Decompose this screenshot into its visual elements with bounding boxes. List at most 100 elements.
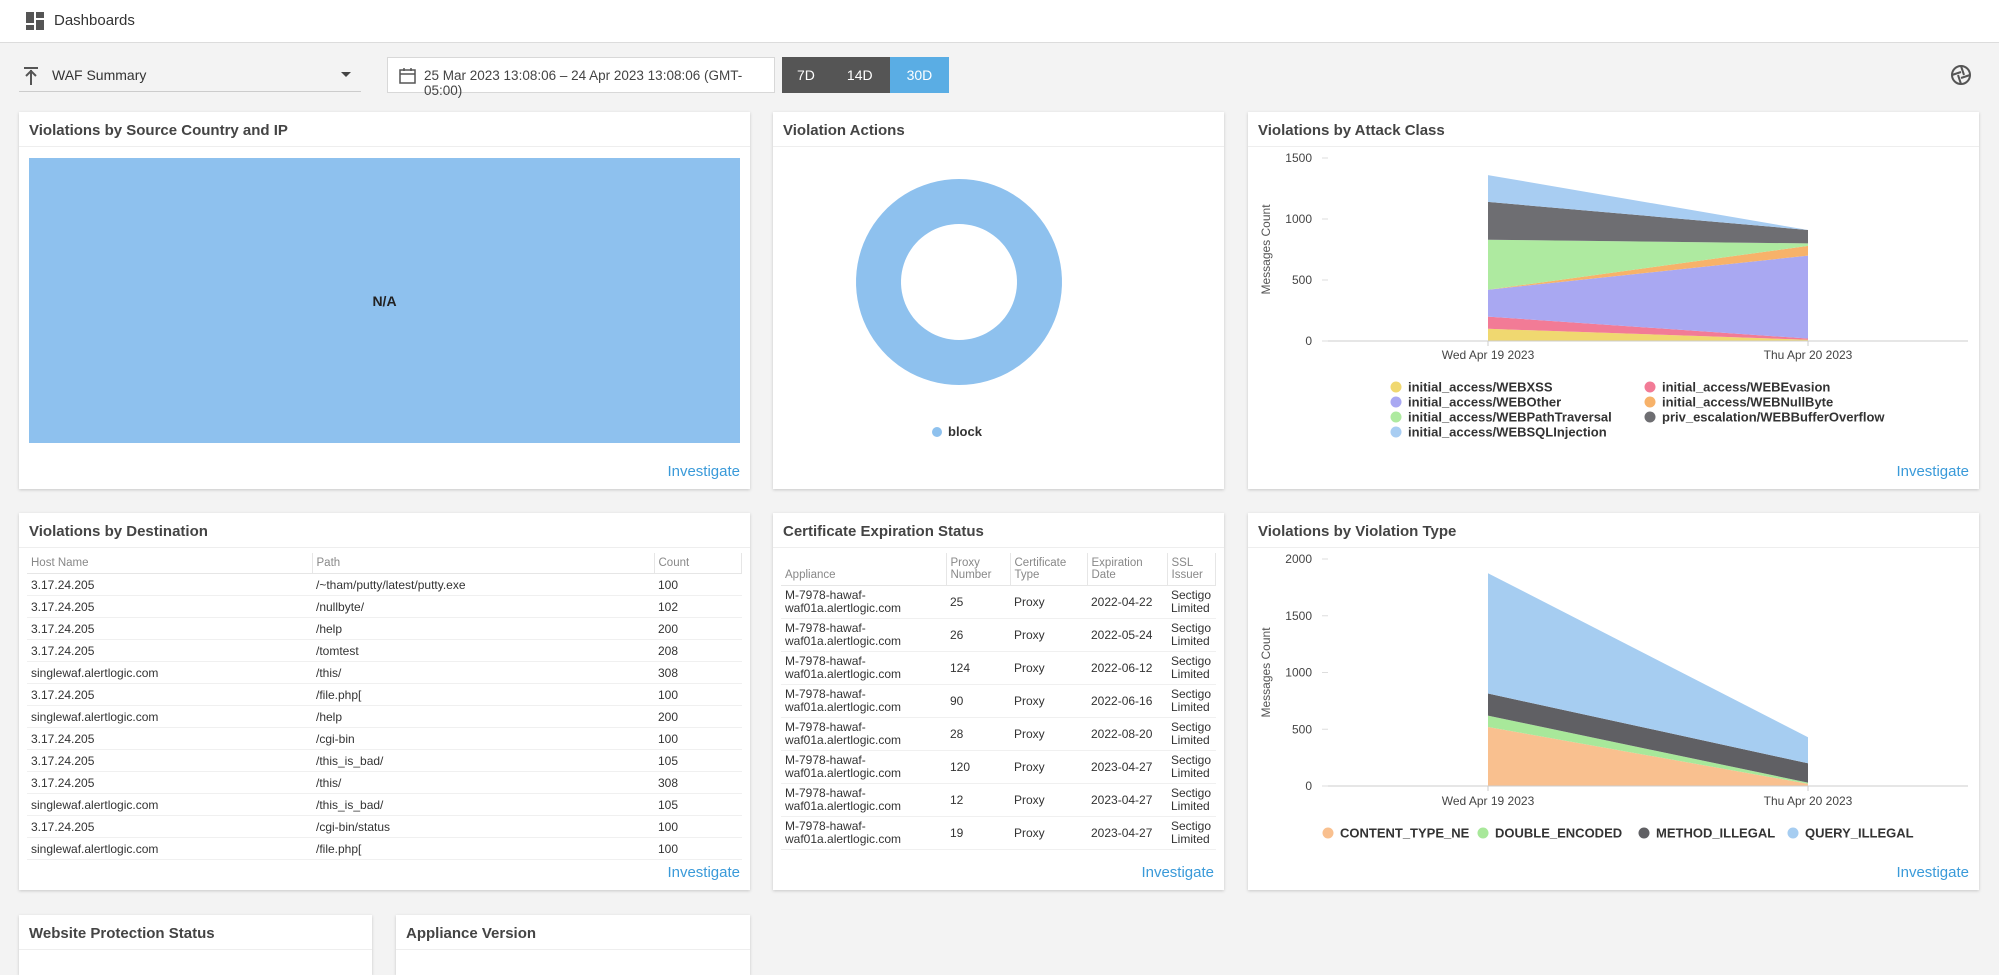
table-cell: 100 — [654, 837, 742, 860]
x-tick-label: Thu Apr 20 2023 — [1764, 794, 1853, 808]
y-axis-label: Messages Count — [1259, 204, 1273, 295]
header-row: Appliance Proxy Number Certificate Type Exp… — [781, 553, 1216, 586]
table-cell: 105 — [654, 793, 742, 816]
column-header: Appliance — [781, 553, 947, 586]
table-row: 3.17.24.205/nullbyte/102 — [27, 595, 742, 618]
table-row: 3.17.24.205/wp-content/100 — [27, 859, 742, 860]
area — [1488, 201, 1808, 244]
panel: Appliance Version — [396, 915, 750, 975]
area — [1488, 573, 1808, 764]
table-cell: singlewaf.alertlogic.com — [27, 793, 312, 816]
area — [1488, 693, 1808, 783]
table-cell: 2023-04-27 — [1087, 783, 1167, 817]
table-cell: Proxy — [1010, 750, 1087, 784]
panel-title: Violations by Attack Class — [1248, 112, 1979, 147]
table-cell: Proxy — [1010, 651, 1087, 685]
chart: 0 500 1000 1500 2000 Messages Count Wed Apr 19… — [1259, 552, 1968, 841]
table-cell: 3.17.24.205 — [27, 683, 312, 706]
panel: Violations by Source Country and IP N/A In… — [19, 112, 750, 489]
table-cell: 19 — [946, 816, 1010, 850]
table-cell: singlewaf.alertlogic.com — [27, 837, 312, 860]
table-row: 3.17.24.205/cgi-bin 100 — [27, 727, 742, 750]
table-cell: 100 — [654, 815, 742, 838]
table-cell: 2022-06-12 — [1087, 651, 1167, 685]
table-cell: 3.17.24.205 — [27, 727, 312, 750]
table-cell: /help — [312, 617, 654, 640]
tbody: M-7978-hawaf-waf01a.alertlogic.com 25 Prox… — [781, 585, 1216, 850]
legend-label: priv_escalation/WEBBufferOverflow — [1662, 410, 1885, 425]
legend-label: QUERY_ILLEGAL — [1805, 826, 1914, 841]
y-tick-label: 0 — [1305, 779, 1312, 793]
caret[interactable] — [340, 71, 352, 79]
investigate-link[interactable]: Investigate — [667, 864, 740, 881]
table-cell: Proxy — [1010, 816, 1087, 850]
range-button[interactable]: 14D — [829, 57, 890, 93]
table-cell: /file.php[ — [312, 837, 654, 860]
table-row: 3.17.24.205/tomtest 208 — [27, 639, 742, 662]
table-row: singlewaf.alertlogic.com/this/308 — [27, 661, 742, 684]
table-cell: M-7978-hawaf-waf01a.alertlogic.com — [781, 783, 946, 817]
table-cell: /nullbyte/ — [312, 595, 654, 618]
investigate-link[interactable]: Investigate — [1141, 864, 1214, 881]
area — [1488, 328, 1808, 341]
table-cell: 3.17.24.205 — [27, 617, 312, 640]
dashboard-icon — [26, 12, 44, 30]
table-cell: 25 — [946, 585, 1010, 619]
legend-swatch — [1787, 827, 1799, 839]
legend-label: METHOD_ILLEGAL — [1656, 826, 1775, 841]
column-header: SSL Issuer — [1167, 553, 1216, 586]
table-cell: M-7978-hawaf-waf01a.alertlogic.com — [781, 750, 946, 784]
legend-swatch — [1644, 411, 1656, 423]
table-cell: 2023-04-27 — [1087, 816, 1167, 850]
data-table: Host Name Path Count 3.17.24.205/~tham/putt… — [27, 553, 742, 860]
table-row: 3.17.24.205/help 200 — [27, 617, 742, 640]
table-cell: 102 — [654, 595, 742, 618]
settings-icon[interactable] — [1950, 64, 1972, 86]
investigate-link[interactable]: Investigate — [1896, 864, 1969, 881]
table-cell: M-7978-hawaf-waf01a.alertlogic.com — [781, 618, 946, 652]
table-cell: 100 — [654, 573, 742, 596]
table-cell: 200 — [654, 617, 742, 640]
table-row: M-7978-hawaf-waf01a.alertlogic.com 19 Prox… — [781, 816, 1216, 850]
table-cell: 124 — [946, 651, 1010, 685]
table-row: 3.17.24.205/this/308 — [27, 771, 742, 794]
dashboard-select[interactable]: WAF Summary — [52, 67, 147, 83]
page-title: Dashboards — [54, 12, 135, 29]
table-cell: 3.17.24.205 — [27, 749, 312, 772]
y-tick-label: 0 — [1305, 334, 1312, 348]
table-cell: Proxy — [1010, 585, 1087, 619]
table-row: M-7978-hawaf-waf01a.alertlogic.com 120 Pro… — [781, 750, 1216, 784]
table-row: 3.17.24.205/~tham/putty/latest/putty.exe… — [27, 573, 742, 596]
legend-label: initial_access/WEBOther — [1408, 395, 1561, 410]
panel: Violations by Attack Class Investigate 0 50… — [1248, 112, 1979, 489]
range-button[interactable]: 7D — [782, 57, 830, 93]
no-data-box: N/A — [29, 158, 740, 443]
investigate-link[interactable]: Investigate — [667, 463, 740, 480]
table-cell: /this_is_bad/ — [312, 793, 654, 816]
table-cell: singlewaf.alertlogic.com — [27, 661, 312, 684]
table-cell: 2023-04-27 — [1087, 750, 1167, 784]
select-underline — [19, 91, 361, 92]
legend-swatch — [1644, 381, 1656, 393]
table-wrap: Appliance Proxy Number Certificate Type Exp… — [781, 553, 1216, 860]
table-cell: singlewaf.alertlogic.com — [27, 705, 312, 728]
pie-slice — [856, 179, 1062, 385]
y-tick-label: 500 — [1292, 273, 1312, 287]
table-cell: 2022-05-24 — [1087, 618, 1167, 652]
panel-title: Website Protection Status — [19, 915, 372, 950]
panel: Website Protection Status — [19, 915, 372, 975]
table-cell: 26 — [946, 618, 1010, 652]
chart: block — [856, 179, 1062, 439]
legend-label: DOUBLE_ENCODED — [1495, 826, 1622, 841]
x-tick-label: Wed Apr 19 2023 — [1442, 348, 1535, 362]
legend-label: initial_access/WEBXSS — [1408, 380, 1553, 395]
date-picker[interactable]: 25 Mar 2023 13:08:06 – 24 Apr 2023 13:08… — [387, 57, 775, 98]
table-cell: Proxy — [1010, 618, 1087, 652]
column-header: Expiration Date — [1087, 553, 1168, 586]
y-tick-label: 1000 — [1285, 212, 1312, 226]
table-wrap: Host Name Path Count 3.17.24.205/~tham/putt… — [27, 553, 742, 860]
thead: Appliance Proxy Number Certificate Type Exp… — [781, 553, 1216, 586]
range-button[interactable]: 30D — [889, 57, 950, 93]
investigate-link[interactable]: Investigate — [1896, 463, 1969, 480]
panel: Violations by Destination Host Name Path Co… — [19, 513, 750, 890]
